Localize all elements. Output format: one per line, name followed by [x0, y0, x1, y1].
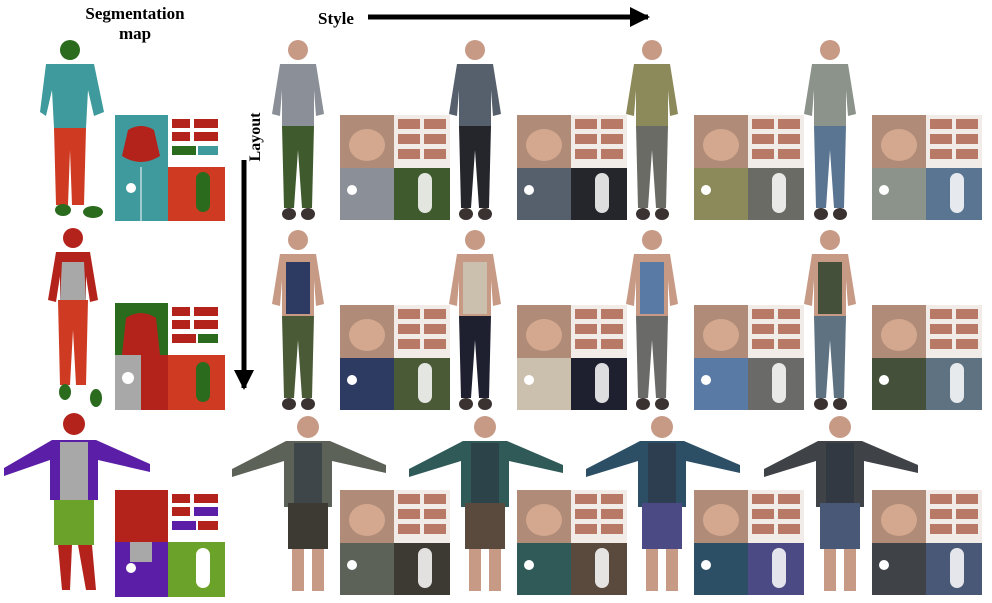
- texture-map-bald-jacket-3: [694, 490, 804, 595]
- segmentation-figure-bald-jacket: [4, 413, 150, 590]
- styled-render-man-shirt-4: [804, 40, 856, 220]
- segmentation-map-label-line1: Segmentation: [85, 4, 185, 23]
- styled-render-bald-jacket-3: [586, 416, 740, 591]
- segmentation-figure-man-shirt: [40, 40, 104, 218]
- texture-map-woman-tank-3: [694, 305, 804, 410]
- texture-map-man-shirt-3: [694, 115, 804, 220]
- texture-map-bald-jacket-1: [340, 490, 450, 595]
- styled-render-bald-jacket-4: [764, 416, 918, 591]
- styled-render-woman-tank-2: [449, 230, 501, 410]
- segmentation-map-label-line2: map: [118, 24, 152, 43]
- texture-map-man-shirt-2: [517, 115, 627, 220]
- texture-map-woman-tank-4: [872, 305, 982, 410]
- styled-render-man-shirt-1: [272, 40, 324, 220]
- styled-render-bald-jacket-2: [409, 416, 563, 591]
- texture-map-man-shirt-4: [872, 115, 982, 220]
- texture-map-woman-tank-1: [340, 305, 450, 410]
- styled-render-man-shirt-3: [626, 40, 678, 220]
- texture-map-bald-jacket-4: [872, 490, 982, 595]
- texture-map-bald-jacket-2: [517, 490, 627, 595]
- texture-map-man-shirt-1: [340, 115, 450, 220]
- segmentation-uv-map-bald-jacket: [115, 490, 225, 597]
- style-axis-label: Style: [318, 9, 354, 28]
- styled-render-woman-tank-3: [626, 230, 678, 410]
- styled-render-woman-tank-4: [804, 230, 856, 410]
- styled-outputs-grid: [232, 40, 982, 595]
- segmentation-uv-map-woman-tank: [115, 303, 225, 410]
- segmentation-figure-woman-tank: [48, 228, 102, 407]
- texture-map-woman-tank-2: [517, 305, 627, 410]
- segmentation-uv-map-man-shirt: [115, 115, 225, 221]
- styled-render-man-shirt-2: [449, 40, 501, 220]
- styled-render-bald-jacket-1: [232, 416, 386, 591]
- segmentation-map-label: Segmentation map: [70, 4, 200, 44]
- styled-render-woman-tank-1: [272, 230, 324, 410]
